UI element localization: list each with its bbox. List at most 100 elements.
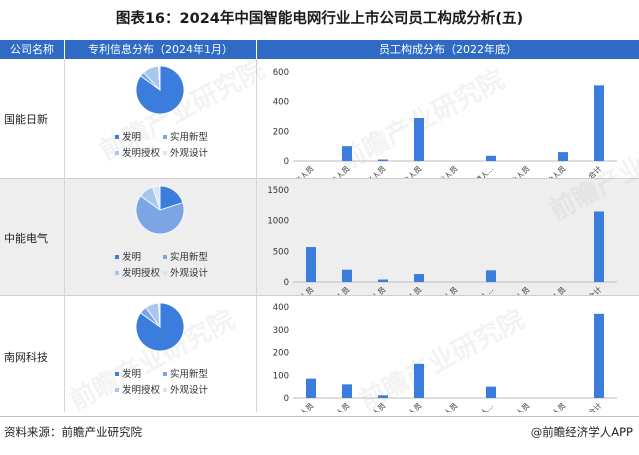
column-divider — [64, 59, 65, 412]
bar — [378, 395, 388, 398]
bar — [486, 270, 496, 282]
legend-marker — [163, 271, 167, 275]
legend-label: 发明授权 — [122, 267, 161, 279]
legend-marker — [115, 255, 119, 259]
header-staff: 员工构成分布（2022年底） — [257, 40, 639, 59]
y-tick-label: 200 — [273, 127, 289, 137]
x-category-label: 研发人员 — [431, 163, 460, 178]
company-name: 中能电气 — [4, 232, 48, 245]
bar — [414, 117, 424, 161]
legend-marker — [115, 151, 119, 155]
legend-marker — [163, 388, 167, 392]
bar — [594, 211, 604, 282]
legend-label: 发明授权 — [122, 384, 161, 396]
x-category-label: 生产人员 — [287, 284, 316, 295]
bar — [414, 274, 424, 282]
bar — [558, 152, 568, 161]
y-tick-label: 0 — [284, 278, 289, 288]
bar — [486, 155, 496, 161]
x-category-label: 生产人员 — [287, 400, 316, 412]
legend-marker — [163, 372, 167, 376]
legend-marker — [163, 151, 167, 155]
bar — [306, 247, 316, 282]
staff-bar-chart: 0 500 1000 1500 生产人员销售人员财务人员技术人员研发人员行政管理人...… — [267, 186, 617, 295]
x-category-label: 财务人员 — [359, 163, 388, 178]
x-category-label: 技术人员 — [395, 284, 424, 295]
staff-bar-chart: 0 200 400 600 生产人员销售人员财务人员技术人员研发人员行政管理人... 退休… — [273, 68, 617, 178]
staff-bar-chart: 0 100 200 300 400 生产人员销售人员财务人员技术人员研发人员行政管理人..… — [273, 303, 617, 412]
legend-marker — [115, 135, 119, 139]
y-tick-label: 400 — [273, 303, 289, 313]
legend-label: 外观设计 — [170, 267, 209, 279]
y-tick-label: 0 — [284, 157, 289, 167]
bar — [342, 146, 352, 161]
legend-label: 外观设计 — [170, 384, 209, 396]
x-category-label: 销售人员 — [323, 400, 352, 412]
x-category-label: 技术人员 — [395, 400, 424, 412]
company-table: 公司名称 专利信息分布（2024年1月） 员工构成分布（2022年底） 国能日新… — [0, 40, 639, 417]
y-tick-label: 300 — [273, 326, 289, 336]
bar — [594, 313, 604, 398]
row-divider — [0, 178, 639, 179]
x-category-label: 财务人员 — [359, 284, 388, 295]
legend-label: 发明 — [122, 131, 141, 143]
page-title: 图表16：2024年中国智能电网行业上市公司员工构成分析(五) — [115, 11, 524, 27]
legend-marker — [163, 255, 167, 259]
y-tick-label: 100 — [273, 371, 289, 381]
x-category-label: 生产人员 — [287, 163, 316, 178]
legend-marker — [115, 271, 119, 275]
x-category-label: 技术人员 — [395, 163, 424, 178]
x-category-label: 其他人员 — [539, 284, 568, 295]
legend-marker — [115, 372, 119, 376]
header-company: 公司名称 — [0, 40, 64, 59]
pie-slice — [152, 185, 161, 211]
bar — [378, 159, 388, 161]
legend-label: 发明 — [122, 368, 141, 380]
y-tick-label: 1000 — [267, 217, 289, 227]
header-patent: 专利信息分布（2024年1月） — [65, 40, 256, 59]
x-category-label: 其他人员 — [539, 163, 568, 178]
legend-label: 发明授权 — [122, 147, 161, 159]
y-tick-label: 1500 — [267, 186, 289, 196]
x-category-label: 退休人员 — [503, 284, 532, 295]
row-divider — [0, 295, 639, 296]
legend-label: 外观设计 — [170, 147, 209, 159]
pie-slice — [135, 195, 185, 235]
bar — [342, 384, 352, 398]
legend-label: 实用新型 — [170, 251, 209, 263]
x-category-label: 其他人员 — [539, 400, 568, 412]
x-category-label: 财务人员 — [359, 400, 388, 412]
x-category-label: 销售人员 — [323, 163, 352, 178]
x-category-label: 合计 — [586, 400, 604, 412]
source-text: 资料来源：前瞻产业研究院 — [4, 425, 142, 439]
legend-label: 实用新型 — [170, 131, 209, 143]
company-name: 南网科技 — [4, 351, 48, 364]
x-category-label: 合计 — [586, 284, 604, 295]
y-tick-label: 400 — [273, 98, 289, 108]
x-category-label: 退休人员 — [503, 163, 532, 178]
legend-label: 实用新型 — [170, 368, 209, 380]
company-name: 国能日新 — [4, 113, 48, 126]
y-tick-label: 200 — [273, 349, 289, 359]
bar — [378, 279, 388, 282]
pie-slice — [158, 65, 161, 91]
legend-marker — [163, 135, 167, 139]
x-category-label: 销售人员 — [323, 284, 352, 295]
y-tick-label: 600 — [273, 68, 289, 78]
y-tick-label: 0 — [284, 394, 289, 404]
x-category-label: 合计 — [586, 163, 604, 178]
bar — [414, 363, 424, 398]
table-row: 南网科技 — [0, 296, 639, 412]
y-tick-label: 500 — [273, 247, 289, 257]
x-category-label: 行政管理人... — [457, 284, 496, 295]
brand-text: @前瞻经济学人APP — [530, 425, 633, 439]
bar — [486, 386, 496, 398]
x-category-label: 行政管理人... — [457, 163, 496, 178]
legend-label: 发明 — [122, 251, 141, 263]
bar — [594, 85, 604, 161]
bar — [342, 269, 352, 282]
bar — [306, 378, 316, 398]
